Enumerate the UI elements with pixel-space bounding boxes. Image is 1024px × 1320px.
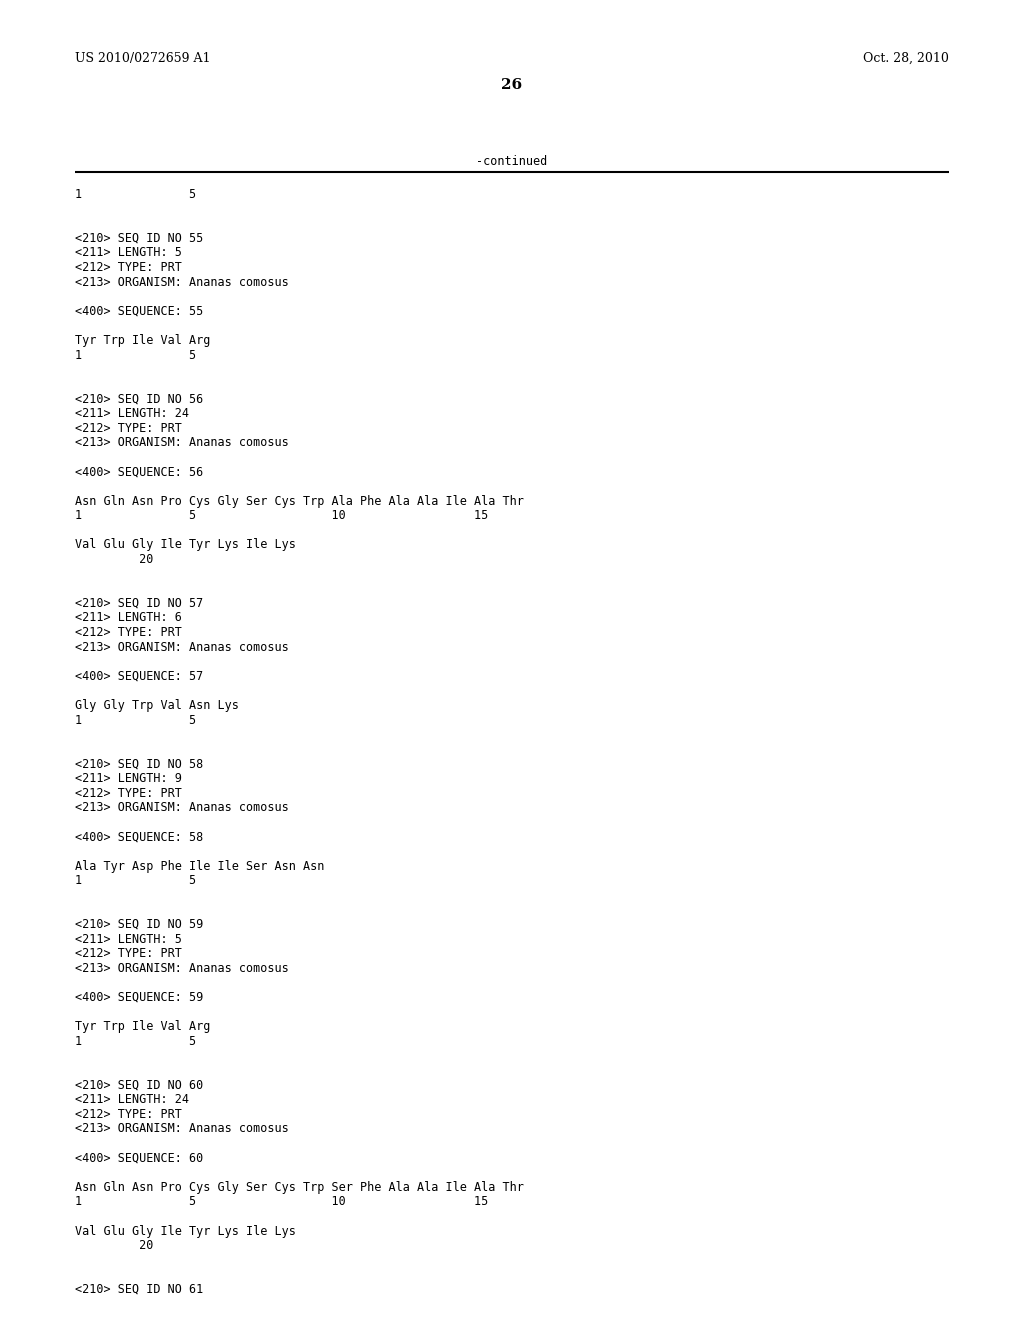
Text: <210> SEQ ID NO 61: <210> SEQ ID NO 61 <box>75 1283 203 1296</box>
Text: <210> SEQ ID NO 56: <210> SEQ ID NO 56 <box>75 392 203 405</box>
Text: <400> SEQUENCE: 59: <400> SEQUENCE: 59 <box>75 991 203 1005</box>
Text: Oct. 28, 2010: Oct. 28, 2010 <box>863 51 949 65</box>
Text: 1               5: 1 5 <box>75 874 197 887</box>
Text: 26: 26 <box>502 78 522 92</box>
Text: <212> TYPE: PRT: <212> TYPE: PRT <box>75 787 182 800</box>
Text: <211> LENGTH: 5: <211> LENGTH: 5 <box>75 247 182 260</box>
Text: <400> SEQUENCE: 57: <400> SEQUENCE: 57 <box>75 669 203 682</box>
Text: Tyr Trp Ile Val Arg: Tyr Trp Ile Val Arg <box>75 1020 210 1034</box>
Text: <213> ORGANISM: Ananas comosus: <213> ORGANISM: Ananas comosus <box>75 276 289 289</box>
Text: Asn Gln Asn Pro Cys Gly Ser Cys Trp Ala Phe Ala Ala Ile Ala Thr: Asn Gln Asn Pro Cys Gly Ser Cys Trp Ala … <box>75 495 524 508</box>
Text: <213> ORGANISM: Ananas comosus: <213> ORGANISM: Ananas comosus <box>75 801 289 814</box>
Text: <400> SEQUENCE: 56: <400> SEQUENCE: 56 <box>75 466 203 478</box>
Text: <211> LENGTH: 24: <211> LENGTH: 24 <box>75 1093 189 1106</box>
Text: <210> SEQ ID NO 59: <210> SEQ ID NO 59 <box>75 917 203 931</box>
Text: Gly Gly Trp Val Asn Lys: Gly Gly Trp Val Asn Lys <box>75 700 239 711</box>
Text: 1               5                   10                  15: 1 5 10 15 <box>75 1196 488 1208</box>
Text: 1               5: 1 5 <box>75 187 197 201</box>
Text: <210> SEQ ID NO 58: <210> SEQ ID NO 58 <box>75 758 203 771</box>
Text: <210> SEQ ID NO 57: <210> SEQ ID NO 57 <box>75 597 203 610</box>
Text: 1               5                   10                  15: 1 5 10 15 <box>75 510 488 523</box>
Text: <213> ORGANISM: Ananas comosus: <213> ORGANISM: Ananas comosus <box>75 640 289 653</box>
Text: <400> SEQUENCE: 55: <400> SEQUENCE: 55 <box>75 305 203 318</box>
Text: Asn Gln Asn Pro Cys Gly Ser Cys Trp Ser Phe Ala Ala Ile Ala Thr: Asn Gln Asn Pro Cys Gly Ser Cys Trp Ser … <box>75 1181 524 1193</box>
Text: Ala Tyr Asp Phe Ile Ile Ser Asn Asn: Ala Tyr Asp Phe Ile Ile Ser Asn Asn <box>75 859 325 873</box>
Text: <400> SEQUENCE: 60: <400> SEQUENCE: 60 <box>75 1151 203 1164</box>
Text: <213> ORGANISM: Ananas comosus: <213> ORGANISM: Ananas comosus <box>75 962 289 974</box>
Text: Val Glu Gly Ile Tyr Lys Ile Lys: Val Glu Gly Ile Tyr Lys Ile Lys <box>75 539 296 552</box>
Text: <211> LENGTH: 24: <211> LENGTH: 24 <box>75 407 189 420</box>
Text: <212> TYPE: PRT: <212> TYPE: PRT <box>75 948 182 960</box>
Text: 20: 20 <box>75 1239 154 1253</box>
Text: <213> ORGANISM: Ananas comosus: <213> ORGANISM: Ananas comosus <box>75 436 289 449</box>
Text: <210> SEQ ID NO 55: <210> SEQ ID NO 55 <box>75 232 203 244</box>
Text: US 2010/0272659 A1: US 2010/0272659 A1 <box>75 51 211 65</box>
Text: <400> SEQUENCE: 58: <400> SEQUENCE: 58 <box>75 830 203 843</box>
Text: -continued: -continued <box>476 154 548 168</box>
Text: <211> LENGTH: 5: <211> LENGTH: 5 <box>75 933 182 945</box>
Text: 20: 20 <box>75 553 154 566</box>
Text: <212> TYPE: PRT: <212> TYPE: PRT <box>75 261 182 275</box>
Text: 1               5: 1 5 <box>75 348 197 362</box>
Text: <211> LENGTH: 9: <211> LENGTH: 9 <box>75 772 182 785</box>
Text: <210> SEQ ID NO 60: <210> SEQ ID NO 60 <box>75 1078 203 1092</box>
Text: <212> TYPE: PRT: <212> TYPE: PRT <box>75 626 182 639</box>
Text: Tyr Trp Ile Val Arg: Tyr Trp Ile Val Arg <box>75 334 210 347</box>
Text: <211> LENGTH: 6: <211> LENGTH: 6 <box>75 611 182 624</box>
Text: <213> ORGANISM: Ananas comosus: <213> ORGANISM: Ananas comosus <box>75 1122 289 1135</box>
Text: 1               5: 1 5 <box>75 714 197 726</box>
Text: Val Glu Gly Ile Tyr Lys Ile Lys: Val Glu Gly Ile Tyr Lys Ile Lys <box>75 1225 296 1238</box>
Text: <212> TYPE: PRT: <212> TYPE: PRT <box>75 1107 182 1121</box>
Text: <212> TYPE: PRT: <212> TYPE: PRT <box>75 421 182 434</box>
Text: 1               5: 1 5 <box>75 1035 197 1048</box>
